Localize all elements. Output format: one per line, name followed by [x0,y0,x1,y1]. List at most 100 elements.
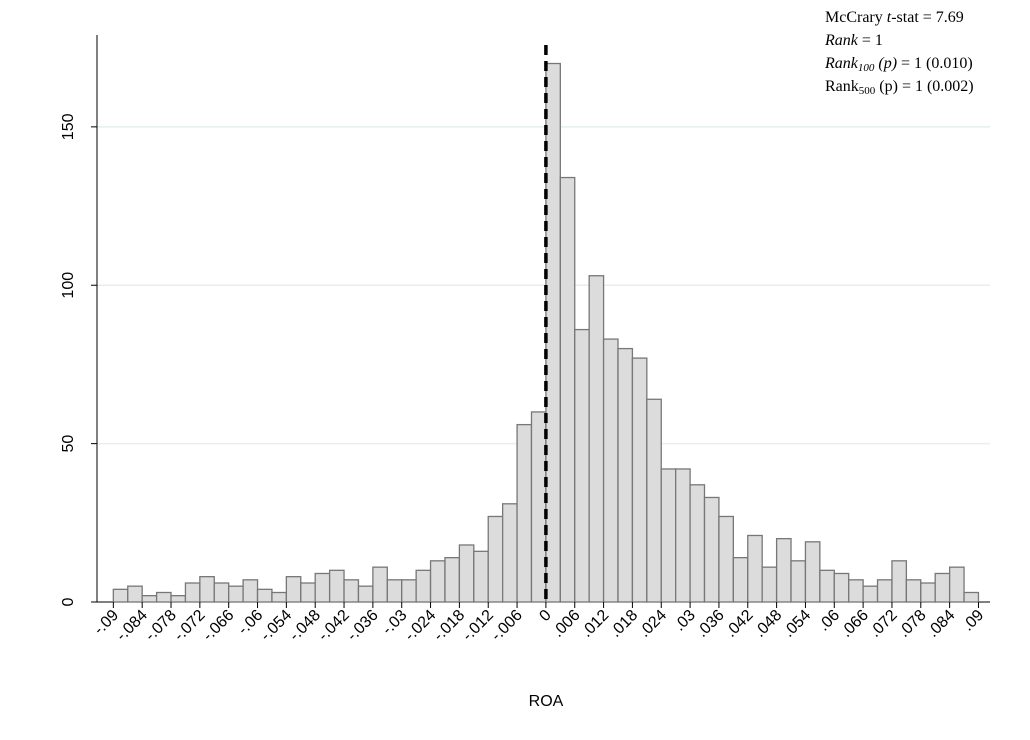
bar [199,576,215,603]
bar [444,557,461,603]
bar [530,411,547,603]
annotation-text: = 1 (0.010) [897,55,973,72]
bar [963,591,980,603]
x-tick-label: -.084 [113,607,151,645]
y-tick-label: 50 [60,435,77,453]
bar [415,569,432,603]
bar [689,484,706,603]
x-tick-label: -.066 [200,607,238,645]
bar [458,544,475,603]
bar [545,62,561,603]
x-tick-label: -.078 [142,607,180,645]
bar [732,557,749,603]
x-tick-label: -.048 [286,607,324,645]
annotation-text: Rank [825,78,859,95]
annotation-text: = 1 [858,32,883,49]
x-tick-label: .042 [723,607,757,641]
bar [675,468,691,603]
annotation-line: McCrary t-stat = 7.69 [825,9,964,26]
bar [833,572,850,603]
bar [170,595,187,603]
x-tick-label: -.072 [171,607,209,645]
bar [127,585,143,603]
bar [905,579,922,603]
bar [631,357,648,603]
bar [948,566,965,603]
bar [300,582,316,603]
x-tick-label: .024 [636,607,670,641]
bar [314,572,331,603]
annotation-line: Rank500 (p) = 1 (0.002) [825,78,974,97]
x-tick-label: -.006 [488,607,526,645]
x-tick-label: .084 [924,607,958,641]
bar [343,579,360,603]
bar [501,503,518,603]
annotation-text: Rank [824,32,859,49]
bar [141,595,158,603]
bar [646,398,662,603]
x-tick-label: .018 [607,607,641,641]
bar [473,550,489,603]
bar [155,591,172,603]
bar [617,347,634,603]
bar [848,579,864,603]
bar [876,579,893,603]
bar [429,560,446,603]
annotation-text: (p) [874,55,897,72]
x-tick-label: .006 [550,607,584,641]
bar [934,572,951,603]
annotation-text: Rank [824,55,859,72]
x-tick-label: .09 [960,607,988,635]
x-tick-label: -.036 [344,607,382,645]
x-tick-label: .012 [578,607,612,641]
annotation-text: -stat = 7.69 [891,9,964,26]
x-axis-label: ROA [529,693,564,710]
bar [487,515,504,603]
annotation-text: 100 [858,62,875,74]
y-tick-label: 100 [60,272,77,299]
annotation-line: Rank100 (p) = 1 (0.010) [824,55,973,74]
bar [372,566,388,603]
bar [588,275,605,603]
bar [804,541,821,603]
x-tick-label: .078 [896,607,930,641]
bar [256,588,273,603]
bar [271,591,288,603]
annotation-text: (p) = 1 (0.002) [875,78,973,95]
x-tick-label: .072 [867,607,901,641]
x-tick-label: -.012 [459,607,497,645]
x-tick-label: -.042 [315,607,353,645]
bar [775,537,792,603]
bar [862,585,879,603]
bar [891,560,908,603]
x-tick-label: -.054 [257,607,295,645]
annotation-text: McCrary [825,9,887,26]
x-tick-label: -.018 [430,607,468,645]
bar [574,328,590,603]
bar [718,515,734,603]
bar [790,560,807,603]
x-tick-label: .054 [780,607,814,641]
y-tick-label: 150 [60,113,77,140]
x-tick-label: -.024 [402,607,440,645]
bar [703,496,720,603]
bar [747,534,763,603]
annotation-text: 500 [859,85,876,97]
bar [112,588,129,603]
bar [285,576,302,603]
bar [660,468,677,603]
bar [184,582,201,603]
bar [401,579,417,603]
x-tick-label: .048 [751,607,785,641]
annotation-line: Rank = 1 [824,32,883,49]
bar [559,176,576,603]
annotation-text: t [887,9,892,26]
bar [357,585,374,603]
bar [920,582,936,603]
bar [228,585,244,603]
bar [602,338,619,603]
x-tick-label: 0 [536,607,554,625]
bar [819,569,835,603]
